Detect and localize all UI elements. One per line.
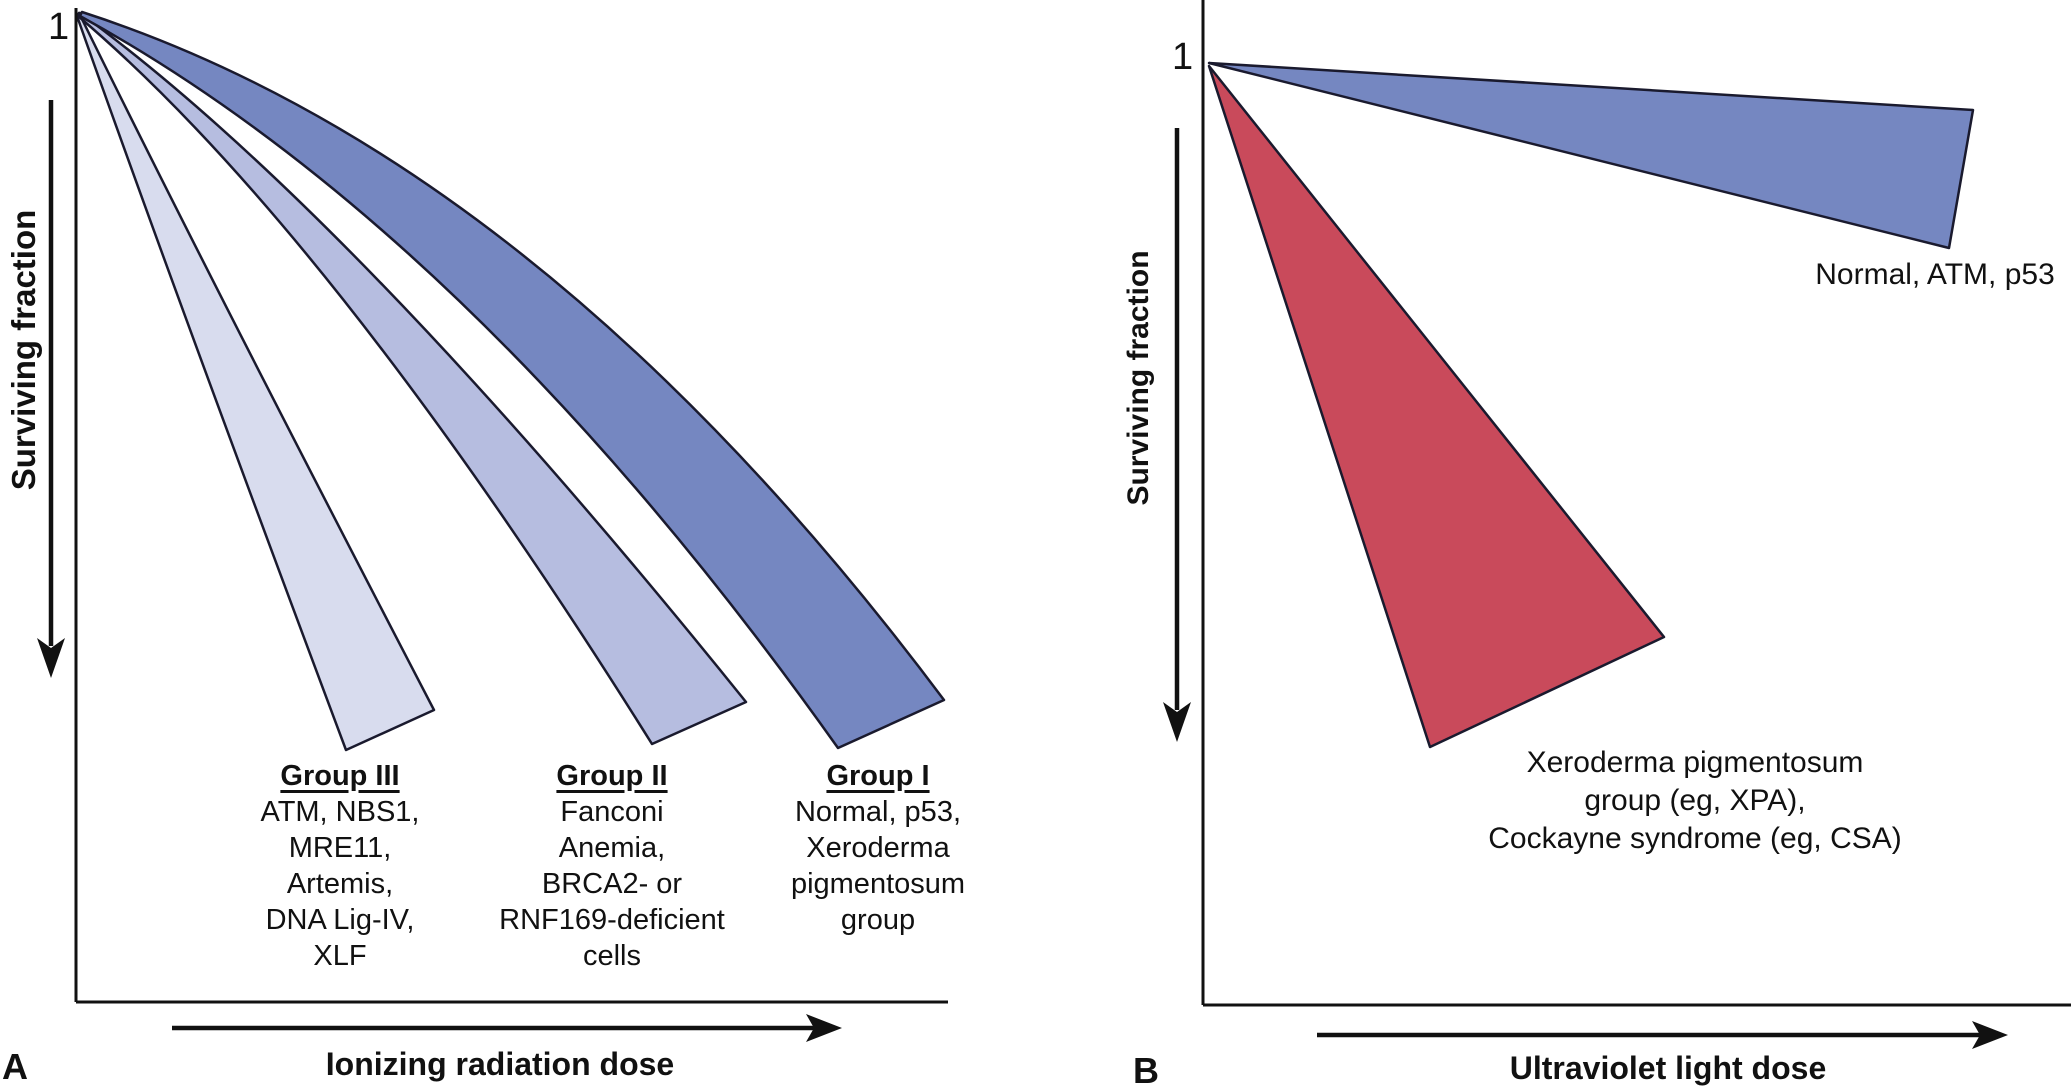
panel-a-group1-wedge — [78, 10, 946, 750]
group2-line: BRCA2- or — [541, 868, 683, 900]
group2-line: RNF169-deficient — [499, 904, 725, 936]
xp-label-line: Xeroderma pigmentosum — [1526, 746, 1864, 779]
panel-b-xp-wedge-label-block: Xeroderma pigmentosum group (eg, XPA), C… — [1445, 744, 1945, 858]
panel-a-group3-label-block: Group III ATM, NBS1, MRE11, Artemis, DNA… — [200, 758, 480, 974]
group3-line: XLF — [313, 940, 367, 972]
panel-a-origin-label: 1 — [48, 6, 70, 48]
group3-line: ATM, NBS1, — [260, 796, 420, 828]
panel-b-normal-wedge — [1207, 61, 1975, 250]
group3-line: DNA Lig-IV, — [265, 904, 415, 936]
panel-b-normal-wedge-label: Normal, ATM, p53 — [1815, 258, 2055, 291]
group1-line: Xeroderma — [806, 832, 950, 864]
group1-line: group — [840, 904, 916, 936]
panel-a-group3-wedge — [75, 11, 436, 752]
group3-line: Artemis, — [286, 868, 394, 900]
xp-label-line: Cockayne syndrome (eg, CSA) — [1488, 822, 1902, 855]
panel-a-letter: A — [2, 1046, 28, 1087]
panel-b-letter: B — [1133, 1050, 1159, 1088]
panel-b-x-arrow-head — [1972, 1021, 2008, 1049]
panel-a-down-arrow-head — [37, 638, 65, 678]
panel-a-x-arrow-head — [806, 1014, 842, 1042]
panel-a-group2-label-block: Group II Fanconi Anemia, BRCA2- or RNF16… — [462, 758, 762, 974]
group2-line: cells — [582, 940, 641, 972]
panel-b-xp-wedge — [1207, 64, 1666, 749]
panel-b-origin-label: 1 — [1172, 36, 1194, 78]
panel-a-group3-heading: Group III — [280, 760, 400, 792]
xp-label-line: group (eg, XPA), — [1584, 784, 1806, 817]
panel-a-y-axis-label: Surviving fraction — [5, 209, 42, 491]
group2-line: Fanconi — [560, 796, 664, 828]
group1-line: pigmentosum — [790, 868, 966, 900]
panel-a-group2-wedge — [76, 11, 748, 746]
panel-b-x-axis-label: Ultraviolet light dose — [1509, 1050, 1827, 1086]
panel-a-group1-heading: Group I — [826, 760, 930, 792]
panel-a-group2-heading: Group II — [556, 760, 668, 792]
panel-a-x-axis-label: Ionizing radiation dose — [325, 1046, 675, 1082]
group2-line: Anemia, — [558, 832, 666, 864]
panel-b-y-axis-label: Surviving fraction — [1122, 250, 1155, 506]
group3-line: MRE11, — [288, 832, 392, 864]
panel-a-group1-label-block: Group I Normal, p53, Xeroderma pigmentos… — [738, 758, 1018, 938]
group1-line: Normal, p53, — [794, 796, 961, 828]
panel-b-down-arrow-head — [1163, 702, 1191, 742]
